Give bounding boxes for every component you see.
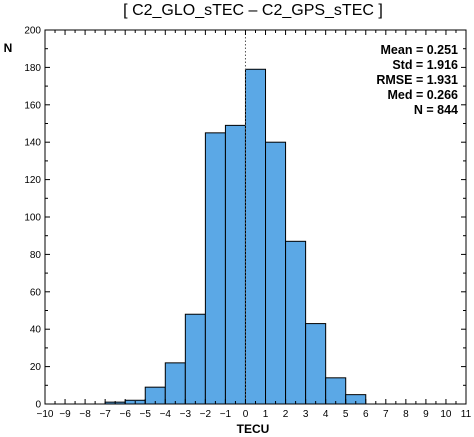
x-tick-label: −5 (140, 409, 152, 420)
histogram-bar (265, 141, 287, 405)
y-tick-label: 40 (30, 325, 42, 336)
x-tick-label: 1 (263, 409, 269, 420)
x-tick-label: −2 (200, 409, 212, 420)
histogram-bar (305, 323, 327, 405)
y-tick-label: 160 (24, 100, 41, 111)
y-tick-label: 80 (30, 250, 42, 261)
y-tick-label: 180 (24, 63, 41, 74)
x-tick-label: −3 (180, 409, 192, 420)
y-axis-label: N (4, 41, 13, 55)
x-tick-label: −6 (119, 409, 131, 420)
histogram-bar (325, 377, 347, 405)
x-tick-label: −8 (79, 409, 91, 420)
stat-line: RMSE = 1.931 (376, 73, 458, 87)
stat-line: Med = 0.266 (387, 88, 458, 102)
stat-line: Mean = 0.251 (381, 43, 459, 57)
y-tick-labels: 0 20 40 60 80 100 120 140 160 180 200 (24, 26, 41, 411)
x-axis-label: TECU (237, 422, 270, 436)
x-tick-labels: −10 −9 −8 −7 −6 −5 −4 −3 −2 −1 0 1 2 3 4 5 6 7 8 9 10 11 (37, 409, 472, 420)
x-tick-label: 4 (323, 409, 329, 420)
histogram-bar (184, 313, 206, 405)
x-tick-label: −1 (220, 409, 232, 420)
x-tick-label: 5 (343, 409, 349, 420)
histogram-bars (104, 68, 367, 405)
y-tick-label: 20 (30, 362, 42, 373)
y-tick-label: 140 (24, 138, 41, 149)
x-tick-label: 11 (461, 409, 472, 420)
histogram-bar (204, 132, 226, 405)
x-tick-label: −10 (37, 409, 54, 420)
histogram-bar (285, 240, 307, 405)
histogram-bar (164, 362, 186, 405)
y-tick-label: 60 (30, 287, 42, 298)
y-tick-label: 100 (24, 213, 41, 224)
x-tick-label: 7 (383, 409, 389, 420)
x-tick-label: 2 (283, 409, 289, 420)
x-tick-label: 9 (423, 409, 429, 420)
plot-frame (44, 29, 467, 405)
x-tick-label: 0 (243, 409, 249, 420)
histogram-bar (224, 124, 246, 405)
x-tick-label: 8 (403, 409, 409, 420)
y-tick-label: 0 (35, 400, 41, 411)
y-tick-label: 120 (24, 175, 41, 186)
x-tick-label: 10 (440, 409, 452, 420)
chart-title: [ C2_GLO_sTEC – C2_GPS_sTEC ] (123, 2, 383, 19)
stat-line: Std = 1.916 (392, 58, 458, 72)
stat-line: N = 844 (414, 103, 458, 117)
y-tick-label: 200 (24, 26, 41, 37)
x-tick-label: −4 (160, 409, 172, 420)
histogram-bar (244, 68, 267, 405)
axis-ticks (44, 29, 467, 405)
x-tick-label: −7 (99, 409, 111, 420)
x-tick-label: −9 (59, 409, 71, 420)
x-tick-label: 3 (303, 409, 309, 420)
x-tick-label: 6 (363, 409, 369, 420)
